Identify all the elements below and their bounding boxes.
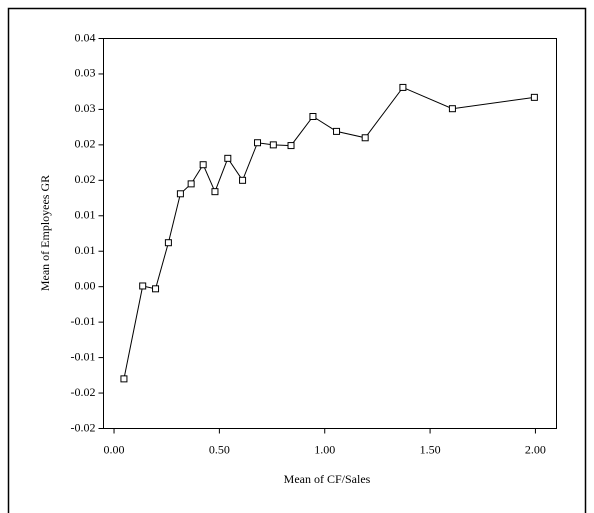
y-tick-label: 0.00: [75, 278, 96, 292]
plot-area: [103, 38, 557, 429]
y-tick-label: 0.01: [75, 243, 96, 257]
marker: [333, 127, 341, 135]
x-tick-label: 0.50: [209, 442, 230, 456]
marker: [139, 282, 147, 290]
y-tick-label: 0.02: [75, 172, 96, 186]
y-tick-label: -0.02: [71, 420, 96, 434]
x-tick-label: 2.00: [525, 442, 546, 456]
marker: [164, 239, 172, 247]
y-tick-label: 0.03: [75, 101, 96, 115]
marker: [309, 113, 317, 120]
y-tick-label: -0.01: [71, 314, 96, 328]
y-tick-label: -0.01: [71, 349, 96, 363]
marker: [176, 190, 184, 198]
y-tick-label: 0.01: [75, 208, 96, 222]
y-axis-label: Mean of Employees GR: [38, 175, 52, 291]
marker: [187, 180, 195, 188]
marker: [399, 83, 407, 91]
marker: [448, 105, 456, 113]
y-tick-label: 0.02: [75, 137, 96, 151]
x-tick-label: 0.00: [104, 442, 125, 456]
marker: [120, 375, 128, 383]
marker: [199, 161, 207, 169]
y-tick-label: 0.04: [75, 30, 96, 44]
marker: [530, 93, 538, 101]
marker: [254, 139, 262, 147]
frame: [7, 7, 587, 513]
x-axis-label: Mean of CF/Sales: [284, 472, 371, 486]
marker: [211, 188, 219, 196]
y-tick-label: 0.03: [75, 66, 96, 80]
marker: [287, 142, 295, 150]
x-tick-label: 1.50: [420, 442, 441, 456]
marker: [224, 154, 232, 162]
marker: [152, 285, 160, 293]
marker: [239, 176, 247, 184]
line: [123, 86, 535, 379]
x-tick-label: 1.00: [314, 442, 335, 456]
marker: [269, 141, 277, 149]
y-tick-label: -0.02: [71, 385, 96, 399]
marker: [361, 134, 369, 142]
